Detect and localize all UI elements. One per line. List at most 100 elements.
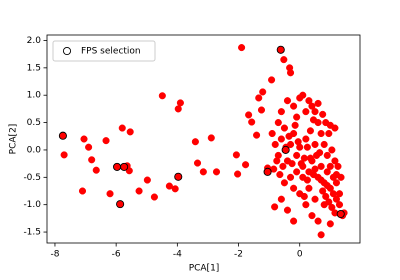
point <box>120 162 129 171</box>
point <box>293 168 301 176</box>
point <box>116 200 125 209</box>
point <box>271 203 279 211</box>
point <box>326 162 334 170</box>
legend-label: FPS selection <box>81 47 141 57</box>
point <box>306 154 314 162</box>
point <box>253 131 261 139</box>
point <box>323 181 331 190</box>
y-tick-label: -0.5 <box>23 173 41 183</box>
point <box>290 184 298 192</box>
point <box>245 111 253 119</box>
y-tick-label: 0.5 <box>27 118 41 128</box>
y-tick-label: -1.5 <box>23 228 41 238</box>
point <box>331 124 339 132</box>
point <box>291 121 299 129</box>
y-tick-label: -1.0 <box>23 200 41 210</box>
point <box>171 185 179 193</box>
point <box>274 119 282 127</box>
point <box>207 134 215 142</box>
point <box>329 190 337 198</box>
point <box>302 108 310 116</box>
plot-frame <box>46 34 361 244</box>
point <box>143 176 151 184</box>
point <box>294 138 302 146</box>
point <box>316 149 324 157</box>
point <box>305 97 313 105</box>
point <box>328 146 336 154</box>
point <box>325 129 333 138</box>
point <box>234 170 242 178</box>
point <box>311 108 319 116</box>
point <box>288 160 296 168</box>
point <box>317 231 325 239</box>
point <box>317 129 325 138</box>
point <box>277 195 285 203</box>
x-tick-label: -2 <box>234 250 243 260</box>
point <box>165 182 173 190</box>
x-tick-label: 0 <box>297 250 303 260</box>
legend-box <box>52 40 156 62</box>
point <box>311 195 319 203</box>
point <box>135 187 143 195</box>
point <box>259 88 267 96</box>
point <box>257 106 266 114</box>
point <box>335 190 344 198</box>
point <box>277 108 285 116</box>
point <box>308 102 316 110</box>
point <box>317 176 325 184</box>
point <box>283 206 292 214</box>
point <box>336 209 345 219</box>
point <box>332 179 340 187</box>
y-tick-label: 1.0 <box>27 91 42 101</box>
point <box>199 168 207 176</box>
point <box>323 168 331 176</box>
y-axis-label: PCA[2] <box>9 124 19 155</box>
point <box>238 44 246 52</box>
point <box>271 140 279 149</box>
point <box>276 45 285 54</box>
point <box>286 69 295 77</box>
point <box>268 129 276 138</box>
point <box>286 173 295 181</box>
point <box>322 192 330 201</box>
point <box>78 187 87 195</box>
point <box>242 161 250 169</box>
point <box>335 201 344 209</box>
point <box>303 176 311 184</box>
point <box>60 151 68 159</box>
point <box>277 135 285 143</box>
point <box>283 97 292 105</box>
point <box>248 118 256 126</box>
point <box>325 198 333 206</box>
y-tick-label: 0.0 <box>27 145 42 155</box>
y-tick-label: 1.5 <box>27 63 41 73</box>
point <box>191 138 199 146</box>
y-tick-label: 2.0 <box>27 36 42 46</box>
point <box>290 217 298 225</box>
point <box>328 203 336 211</box>
point <box>88 156 96 164</box>
point <box>311 140 319 149</box>
point <box>273 157 281 165</box>
point <box>293 151 301 159</box>
point <box>308 212 316 220</box>
point <box>281 145 290 154</box>
point <box>193 159 202 167</box>
point <box>309 116 318 124</box>
point <box>118 124 126 132</box>
x-tick-label: -6 <box>112 250 121 260</box>
point <box>297 160 305 168</box>
point <box>276 171 284 179</box>
point <box>332 195 340 203</box>
point <box>268 76 276 84</box>
point <box>302 135 310 143</box>
x-axis-label: PCA[1] <box>189 264 220 274</box>
point <box>314 99 322 107</box>
point <box>263 167 272 176</box>
point <box>92 166 100 174</box>
point <box>311 165 319 173</box>
point <box>300 192 308 201</box>
point <box>323 151 331 159</box>
point <box>302 201 310 209</box>
